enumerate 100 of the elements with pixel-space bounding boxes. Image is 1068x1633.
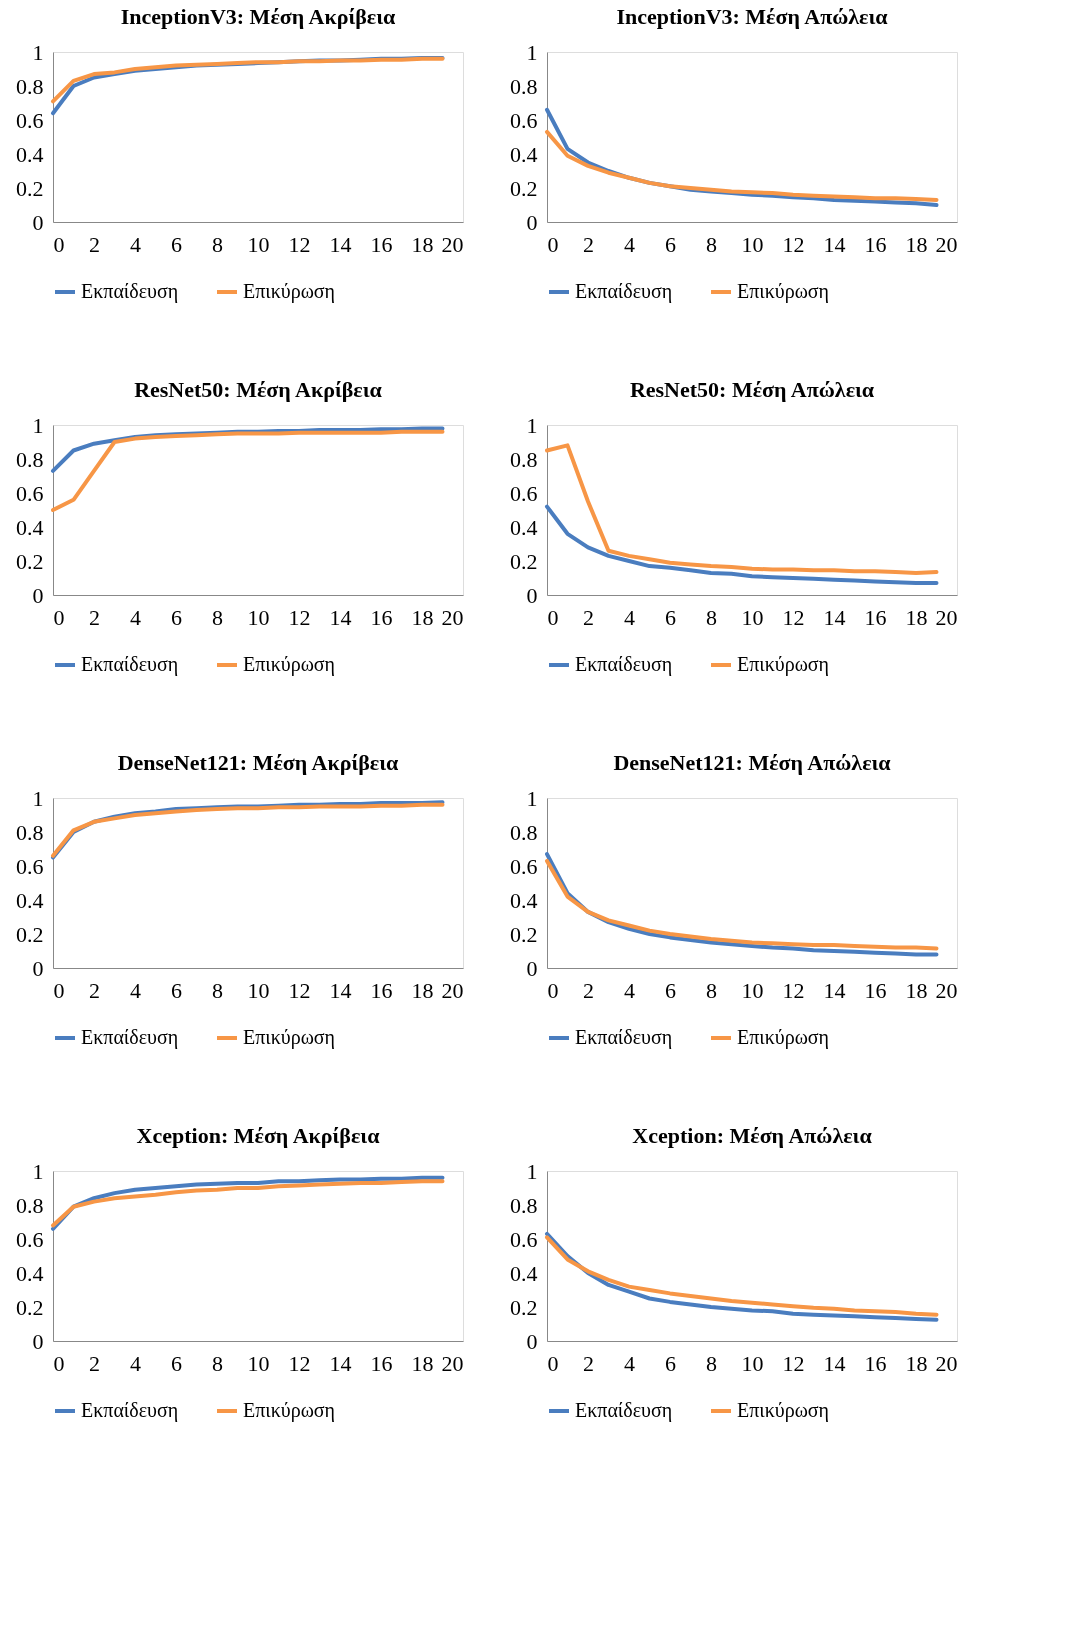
x-tick-label: 20 <box>441 231 464 257</box>
legend-label: Επικύρωση <box>243 653 336 676</box>
x-tick-label: 14 <box>823 1350 846 1376</box>
x-tick-label: 8 <box>706 604 717 630</box>
line-series <box>51 429 445 512</box>
chart-title: ResNet50: Μέση Απώλεια <box>629 377 875 402</box>
legend-label: Εκπαίδευση <box>81 280 179 303</box>
x-tick-label: 18 <box>411 977 434 1003</box>
x-tick-label: 0 <box>53 231 65 257</box>
x-tick-label: 12 <box>782 977 805 1003</box>
x-tick-label: 10 <box>247 1350 270 1376</box>
y-tick-label: 0.4 <box>510 141 538 167</box>
y-tick-label: 1 <box>32 1158 44 1184</box>
x-tick-label: 4 <box>624 604 635 630</box>
y-tick-label: 0.6 <box>510 853 538 879</box>
y-tick-label: 0.4 <box>16 514 44 540</box>
x-tick-label: 6 <box>171 977 182 1003</box>
chart-title: DenseNet121: Μέση Απώλεια <box>613 750 892 775</box>
y-tick-label: 1 <box>526 785 538 811</box>
y-tick-label: 0.8 <box>16 1192 44 1218</box>
x-tick-label: 4 <box>624 231 635 257</box>
legend-label: Επικύρωση <box>243 1399 336 1422</box>
y-tick-label: 0.6 <box>16 480 44 506</box>
x-tick-label: 4 <box>130 1350 141 1376</box>
chart-title: Xception: Μέση Απώλεια <box>632 1123 873 1148</box>
x-tick-label: 8 <box>212 1350 223 1376</box>
y-tick-label: 1 <box>32 785 44 811</box>
x-tick-label: 16 <box>370 1350 393 1376</box>
chart-title: InceptionV3: Μέση Ακρίβεια <box>120 4 397 29</box>
x-tick-label: 16 <box>370 977 393 1003</box>
y-tick-label: 0.6 <box>510 1226 538 1252</box>
y-tick-label: 0.2 <box>510 1294 538 1320</box>
legend-label: Εκπαίδευση <box>81 1026 179 1049</box>
y-tick-label: 0 <box>526 1328 538 1354</box>
chart-title: InceptionV3: Μέση Απώλεια <box>616 4 889 29</box>
legend-label: Εκπαίδευση <box>575 1399 673 1422</box>
x-tick-label: 16 <box>864 231 887 257</box>
y-tick-label: 0 <box>526 582 538 608</box>
y-tick-label: 0.2 <box>16 921 44 947</box>
y-tick-label: 0.8 <box>16 446 44 472</box>
x-tick-label: 14 <box>329 604 352 630</box>
x-tick-label: 8 <box>212 604 223 630</box>
legend-label: Εκπαίδευση <box>575 280 673 303</box>
x-tick-label: 14 <box>329 231 352 257</box>
x-tick-label: 2 <box>89 231 100 257</box>
x-tick-label: 8 <box>212 977 223 1003</box>
x-tick-label: 20 <box>441 1350 464 1376</box>
x-tick-label: 2 <box>89 1350 100 1376</box>
line-series <box>545 443 939 575</box>
y-tick-label: 0.8 <box>510 819 538 845</box>
x-tick-label: 20 <box>935 977 958 1003</box>
x-tick-label: 8 <box>706 977 717 1003</box>
chart-title: Xception: Μέση Ακρίβεια <box>136 1123 381 1148</box>
x-tick-label: 14 <box>329 1350 352 1376</box>
x-tick-label: 2 <box>583 977 594 1003</box>
x-tick-label: 4 <box>130 604 141 630</box>
x-tick-label: 12 <box>782 1350 805 1376</box>
x-tick-label: 18 <box>411 231 434 257</box>
y-tick-label: 0.8 <box>510 446 538 472</box>
x-tick-label: 18 <box>905 977 928 1003</box>
x-tick-label: 0 <box>547 604 559 630</box>
legend-label: Επικύρωση <box>737 1026 830 1049</box>
y-tick-label: 0 <box>32 209 44 235</box>
legend-label: Εκπαίδευση <box>81 1399 179 1422</box>
x-tick-label: 16 <box>864 604 887 630</box>
x-tick-label: 16 <box>864 977 887 1003</box>
y-tick-label: 0.6 <box>510 480 538 506</box>
x-tick-label: 0 <box>547 977 559 1003</box>
y-tick-label: 1 <box>526 412 538 438</box>
x-tick-label: 20 <box>935 231 958 257</box>
x-tick-label: 10 <box>741 604 764 630</box>
y-tick-label: 1 <box>526 39 538 65</box>
legend-label: Επικύρωση <box>243 280 336 303</box>
x-tick-label: 8 <box>706 1350 717 1376</box>
x-tick-label: 18 <box>411 604 434 630</box>
y-tick-label: 0.2 <box>16 548 44 574</box>
x-tick-label: 10 <box>741 977 764 1003</box>
y-tick-label: 1 <box>32 39 44 65</box>
y-tick-label: 0.2 <box>16 1294 44 1320</box>
x-tick-label: 6 <box>665 231 676 257</box>
legend-label: Επικύρωση <box>243 1026 336 1049</box>
x-tick-label: 20 <box>935 604 958 630</box>
line-series <box>545 504 939 586</box>
x-tick-label: 16 <box>864 1350 887 1376</box>
x-tick-label: 14 <box>823 977 846 1003</box>
y-tick-label: 0.6 <box>510 107 538 133</box>
x-tick-label: 18 <box>905 231 928 257</box>
x-tick-label: 14 <box>329 977 352 1003</box>
x-tick-label: 14 <box>823 231 846 257</box>
x-tick-label: 6 <box>171 604 182 630</box>
x-tick-label: 12 <box>288 231 311 257</box>
x-tick-label: 0 <box>547 1350 559 1376</box>
y-tick-label: 0.4 <box>510 1260 538 1286</box>
x-tick-label: 4 <box>130 231 141 257</box>
y-tick-label: 0 <box>526 955 538 981</box>
x-tick-label: 12 <box>288 977 311 1003</box>
x-tick-label: 4 <box>130 977 141 1003</box>
y-tick-label: 0.6 <box>16 1226 44 1252</box>
x-tick-label: 4 <box>624 977 635 1003</box>
y-tick-label: 0.4 <box>16 887 44 913</box>
